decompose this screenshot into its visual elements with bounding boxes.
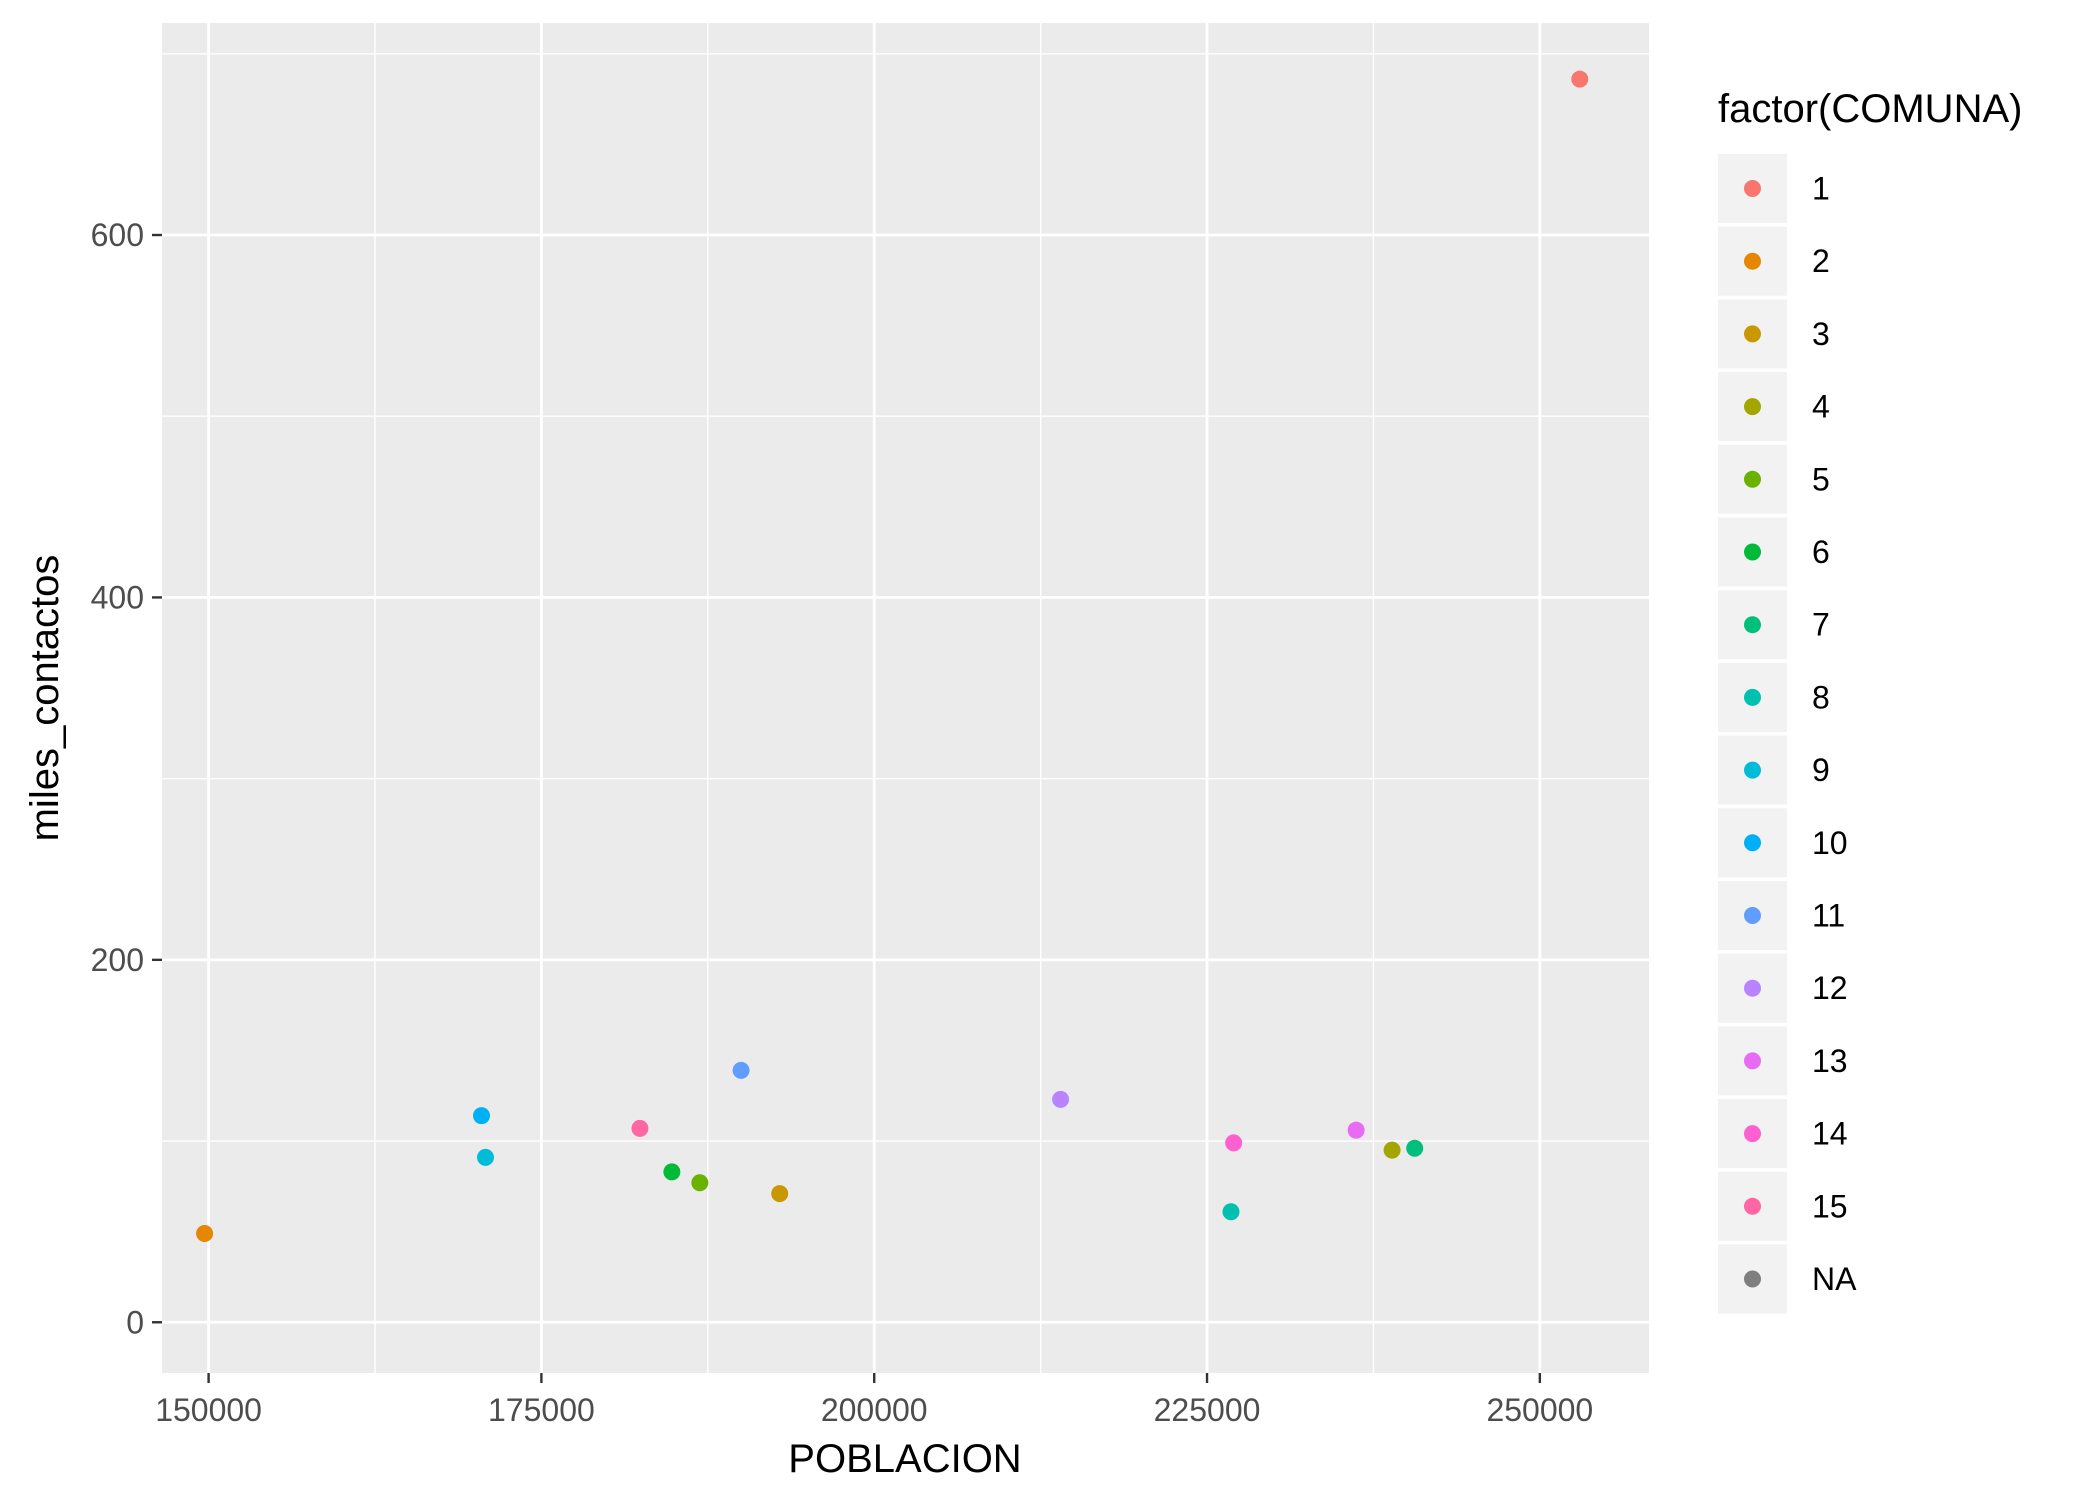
legend-title: factor(COMUNA) [1718,87,2022,131]
legend-label: 6 [1812,534,1830,570]
legend-label: 11 [1812,898,1845,934]
data-point-comuna-10 [472,1107,490,1125]
data-point-comuna-9 [476,1148,494,1166]
legend-key-marker [1744,398,1761,416]
data-point-comuna-5 [691,1174,709,1192]
y-tick-label: 0 [126,1304,144,1340]
x-tick-label: 175000 [488,1392,595,1428]
y-axis-title: miles_contactos [23,555,67,842]
y-tick-label: 400 [91,579,144,615]
legend-key-marker [1744,252,1761,270]
data-point-comuna-6 [663,1163,681,1181]
legend-key-marker [1744,1125,1761,1143]
grid-major [162,23,1649,1373]
data-point-comuna-3 [771,1185,789,1203]
legend-key-marker [1744,834,1761,852]
legend-key-marker [1744,543,1761,561]
legend-label: 4 [1812,389,1830,425]
legend-label: 8 [1812,679,1830,715]
legend-label: 14 [1812,1116,1848,1152]
legend-key-marker [1744,616,1761,634]
legend-key-marker [1744,1197,1761,1215]
data-point-comuna-4 [1383,1141,1401,1159]
legend-label: NA [1812,1261,1857,1297]
data-point-comuna-7 [1406,1139,1424,1157]
legend-label: 5 [1812,461,1830,497]
data-point-comuna-13 [1347,1121,1365,1139]
x-axis-title: POBLACION [788,1437,1021,1481]
legend-key-marker [1744,325,1761,343]
legend-label: 12 [1812,970,1848,1006]
x-tick-label: 225000 [1154,1392,1261,1428]
legend-label: 9 [1812,752,1830,788]
data-points [196,70,1589,1242]
legend-key-marker [1744,1052,1761,1070]
y-tick-label: 600 [91,217,144,253]
data-point-comuna-8 [1222,1203,1240,1221]
x-tick-label: 250000 [1486,1392,1593,1428]
grid-minor [162,23,1649,1373]
x-axis: 150000 175000 200000 225000 250000 [155,1373,1593,1428]
legend-key-marker [1744,1270,1761,1288]
legend-label: 7 [1812,607,1830,643]
y-tick-label: 200 [91,942,144,978]
legend-key-marker [1744,470,1761,488]
y-axis: 0 200 400 600 [91,217,162,1340]
x-tick-label: 200000 [821,1392,928,1428]
legend-label: 3 [1812,316,1830,352]
legend-key-marker [1744,688,1761,706]
legend-key-marker [1744,979,1761,997]
legend-label: 15 [1812,1188,1848,1224]
legend-label: 1 [1812,171,1830,207]
data-point-comuna-15 [631,1119,649,1137]
legend-key-marker [1744,907,1761,924]
data-point-comuna-12 [1052,1090,1070,1108]
legend-label: 10 [1812,825,1848,861]
data-point-comuna-1 [1571,70,1589,88]
plot-panel [162,23,1649,1373]
legend-key-marker [1744,180,1761,197]
x-tick-label: 150000 [155,1392,262,1428]
data-point-comuna-2 [196,1224,214,1242]
data-point-comuna-14 [1225,1134,1243,1152]
legend-label: 13 [1812,1043,1848,1079]
data-point-comuna-11 [732,1061,750,1079]
legend-key-marker [1744,761,1761,779]
legend-label: 2 [1812,243,1830,279]
